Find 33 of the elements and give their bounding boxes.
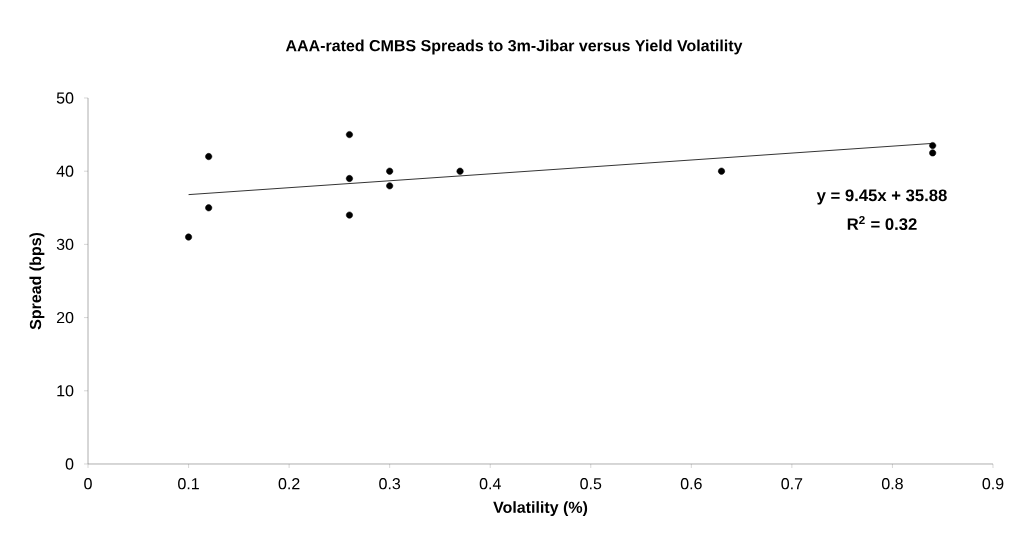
x-tick-label: 0.4 bbox=[479, 478, 501, 490]
point bbox=[929, 142, 937, 150]
point bbox=[718, 167, 725, 175]
x-tick-label: 0.8 bbox=[881, 478, 903, 490]
x-tick-label: 0.5 bbox=[580, 478, 602, 490]
point bbox=[345, 131, 353, 139]
y-axis-title: Spread (bps) bbox=[29, 232, 45, 330]
y-tick-label: 0 bbox=[65, 458, 74, 470]
x-tick-label: 0.6 bbox=[680, 478, 702, 490]
x-tick-label: 0 bbox=[84, 478, 92, 490]
x-tick-label: 0.9 bbox=[982, 478, 1004, 490]
x-tick-label: 0.2 bbox=[278, 478, 300, 490]
x-axis-title: Volatility (%) bbox=[493, 501, 588, 517]
x-tick-label: 0.7 bbox=[781, 478, 803, 490]
point bbox=[185, 233, 193, 241]
y-tick-label: 10 bbox=[57, 385, 74, 397]
point bbox=[205, 204, 213, 212]
x-tick-label: 0.1 bbox=[178, 478, 199, 490]
y-tick-label: 30 bbox=[56, 238, 74, 251]
point bbox=[386, 182, 394, 190]
y-tick-label: 40 bbox=[56, 165, 74, 177]
x-tick-label: 0.3 bbox=[379, 478, 401, 490]
point bbox=[456, 167, 464, 175]
point bbox=[205, 153, 213, 161]
y-tick-label: 20 bbox=[56, 311, 74, 324]
point bbox=[386, 167, 394, 175]
point bbox=[345, 175, 353, 182]
chart-title: AAA-rated CMBS Spreads to 3m-Jibar versus Yield Volatility bbox=[285, 39, 743, 55]
point bbox=[929, 149, 937, 157]
annotation: y = 9.45x + 35.88 bbox=[816, 189, 947, 205]
y-tick-label: 50 bbox=[56, 92, 74, 104]
annotation: R$^{2}$ = 0.32 bbox=[847, 215, 917, 231]
point bbox=[345, 211, 353, 219]
